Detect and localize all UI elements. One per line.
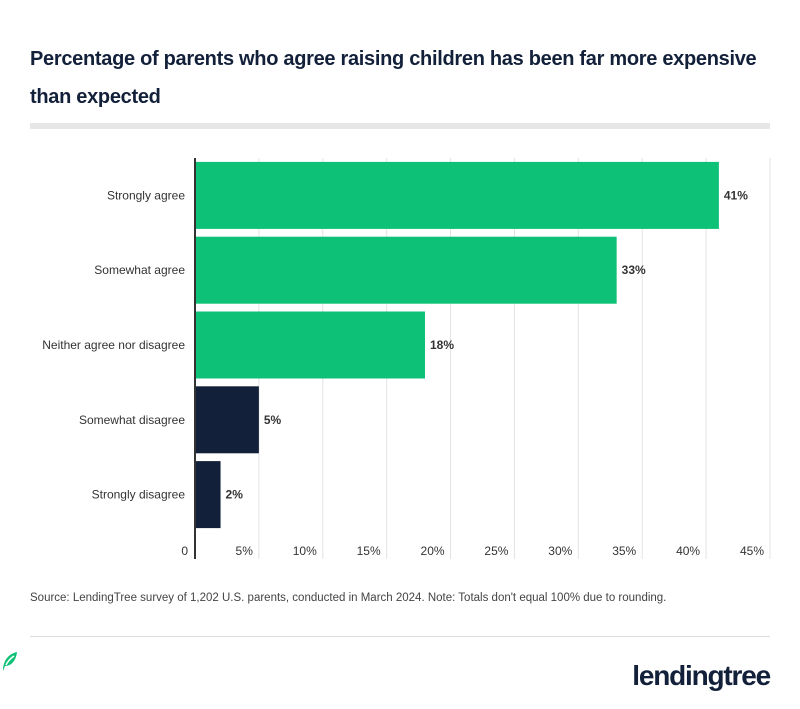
bar	[195, 461, 221, 529]
category-label: Strongly agree	[107, 188, 185, 202]
data-label: 41%	[724, 188, 748, 202]
data-label: 33%	[622, 263, 646, 277]
x-tick-label: 30%	[548, 544, 572, 558]
leaf-icon	[3, 652, 17, 671]
source-note: Source: LendingTree survey of 1,202 U.S.…	[30, 592, 667, 604]
x-tick-label: 35%	[612, 544, 636, 558]
bar	[195, 386, 259, 454]
chart-title: Percentage of parents who agree raising …	[30, 48, 757, 108]
x-tick-label: 15%	[357, 544, 381, 558]
category-label: Somewhat agree	[94, 263, 185, 277]
bar	[195, 236, 617, 304]
x-tick-label: 25%	[484, 544, 508, 558]
x-tick-label: 10%	[293, 544, 317, 558]
bar	[195, 161, 719, 229]
title-underline	[30, 123, 770, 129]
x-tick-label: 40%	[676, 544, 700, 558]
category-label: Somewhat disagree	[79, 413, 185, 427]
x-tick-label: 5%	[236, 544, 254, 558]
x-tick-label: 20%	[421, 544, 445, 558]
bar-chart: 0 5% 10% 15% 20% 25% 30% 35% 40% 45% 41% Strongly a…	[42, 158, 771, 559]
data-label: 5%	[264, 413, 282, 427]
bar	[195, 311, 425, 379]
lendingtree-logo: lendingtree	[632, 660, 771, 691]
data-label: 18%	[430, 338, 454, 352]
x-tick-label: 0	[181, 544, 188, 558]
category-label: Neither agree nor disagree	[42, 338, 185, 352]
footer-divider	[30, 636, 770, 637]
x-tick-label: 45%	[740, 544, 764, 558]
data-label: 2%	[226, 488, 244, 502]
category-label: Strongly disagree	[92, 488, 186, 502]
